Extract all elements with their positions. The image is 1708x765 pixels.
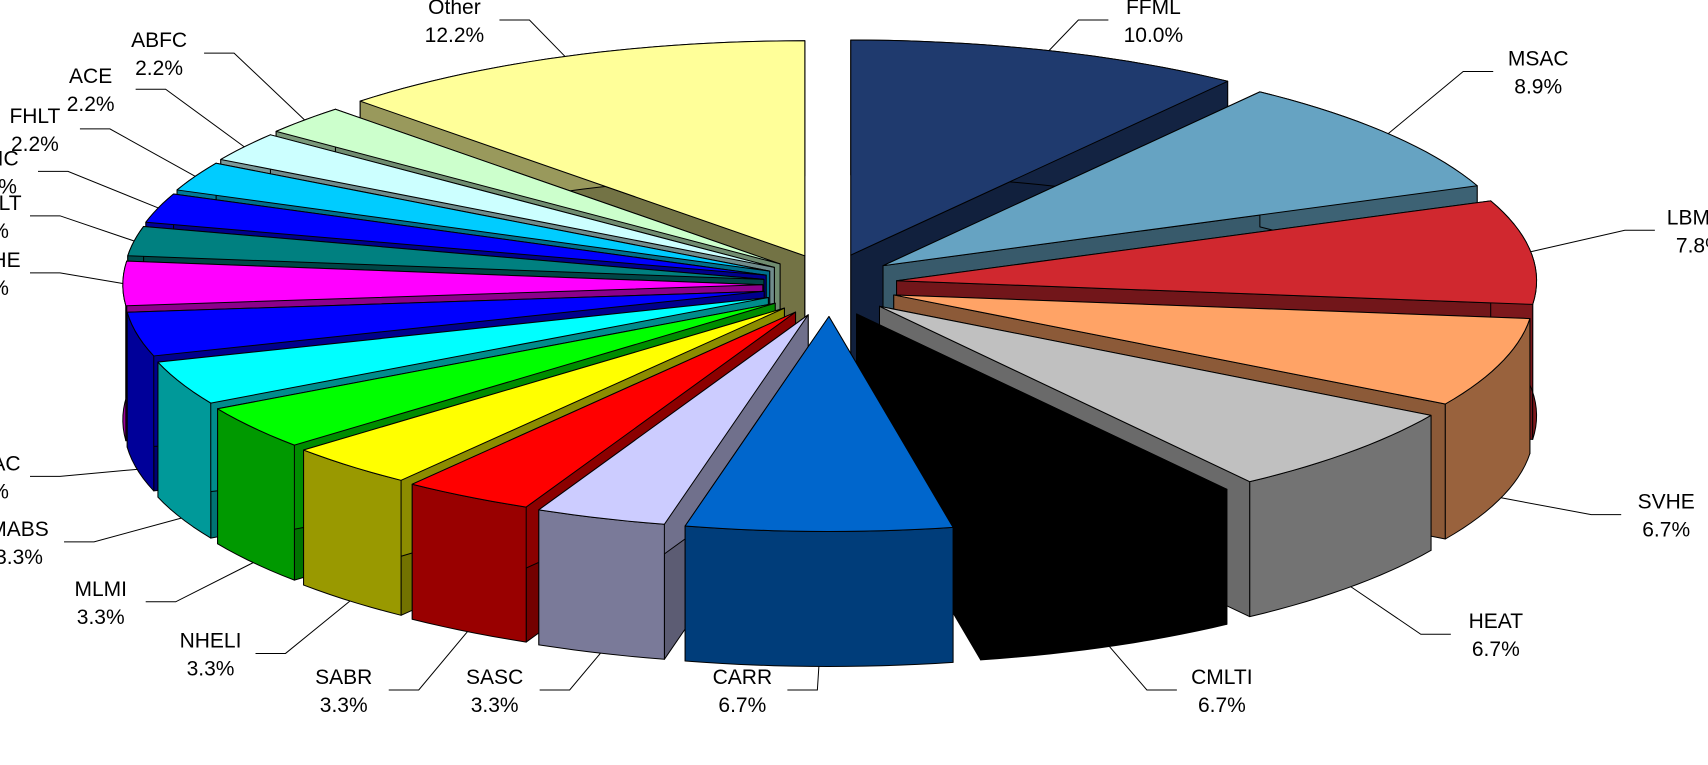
slice-percent-nheli: 3.3% [187,657,235,680]
leader-heat [1350,586,1451,635]
slice-top-sabr [411,311,797,508]
leader-lbmlt [1530,229,1655,253]
slice-percent-carr: 6.7% [718,694,766,717]
leader-msac [1387,70,1494,135]
leader-nheli [255,600,351,654]
slice-top-heat [878,305,1432,483]
pie-slices [122,39,1538,667]
leader-mabs [64,517,182,543]
leader-sasc [539,652,601,691]
slice-top-lbmlt [896,200,1538,305]
leader-cmlti [1108,646,1177,691]
slice-top-carr [684,315,954,532]
slice-percent-fmic: 2.2% [0,175,17,198]
slice-name-sabr: SABR [315,666,372,689]
leader-oomlt [30,215,135,242]
slice-name-svhe: SVHE [1638,491,1695,514]
slice-top-ace [220,134,775,268]
slice-percent-sasc: 3.3% [471,694,519,717]
slice-percent-mabs: 3.3% [0,546,43,569]
slice-name-heat: HEAT [1469,610,1524,633]
slice-name-abshe: ABSHE [0,249,21,272]
leader-abfc [204,52,305,121]
slice-name-mabs: MABS [0,518,49,541]
slice-percent-ace: 2.2% [67,93,115,116]
slice-rim-sabr [411,483,527,643]
slice-name-cmlti: CMLTI [1191,666,1252,689]
slice-top-abshe [122,260,764,307]
slice-percent-cmlti: 6.7% [1198,694,1246,717]
slice-name-lbmlt: LBMLT [1667,206,1708,229]
slice-top-mlmi [217,302,776,446]
slice-carr [684,315,954,667]
slice-name-abfc: ABFC [131,29,187,52]
slice-percent-other: 12.2% [425,24,485,47]
slice-top-mabs [157,297,769,404]
slice-name-mlmi: MLMI [74,578,127,601]
slice-percent-svhe: 6.7% [1642,519,1690,542]
slice-top-sasc [538,314,809,525]
slice-name-nheli: NHELI [180,629,242,652]
slice-top-nheli [303,307,785,481]
leader-sabr [388,631,468,691]
slice-name-jpmac: JPMAC [0,452,21,475]
slice-name-sasc: SASC [466,666,523,689]
slice-labels: FFML 10.0% MSAC 8.9% LBMLT 7.8% SVHE 6.7% HEAT 6.… [0,0,1708,717]
slice-percent-heat: 6.7% [1472,638,1520,661]
slice-top-jpmac [126,290,765,357]
leader-carr [787,666,820,691]
slice-top-ffml [850,39,1229,256]
leader-other [499,19,566,57]
leader-mlmi [145,562,254,603]
slice-top-msac [882,91,1478,267]
slice-name-fhlt: FHLT [9,105,60,128]
leader-abshe [30,272,123,284]
slice-percent-lbmlt: 7.8% [1676,234,1708,257]
slice-percent-ffml: 10.0% [1124,24,1184,47]
slice-percent-abfc: 2.2% [135,57,183,80]
slice-name-msac: MSAC [1508,47,1569,70]
leader-ace [135,88,245,148]
slice-percent-msac: 8.9% [1514,75,1562,98]
slice-top-svhe [893,294,1531,405]
leader-fmic [38,170,159,209]
slice-percent-sabr: 3.3% [320,694,368,717]
slice-name-oomlt: OOMLT [0,192,22,215]
leader-jpmac [30,468,138,477]
leader-lines [30,19,1655,691]
slice-name-other: Other [428,0,481,19]
slice-name-fmic: FMIC [0,147,19,170]
slice-top-oomlt [127,225,765,280]
slice-rim-sasc [538,509,665,660]
slice-percent-abshe: 3.3% [0,277,9,300]
slice-percent-mlmi: 3.3% [77,606,125,629]
leader-ffml [1048,19,1109,51]
slice-percent-fhlt: 2.2% [11,133,59,156]
leader-svhe [1500,497,1622,516]
slice-percent-oomlt: 2.2% [0,220,9,243]
slice-name-carr: CARR [713,666,773,689]
slice-name-ace: ACE [69,65,112,88]
slice-name-ffml: FFML [1126,0,1181,19]
slice-percent-jpmac: 3.3% [0,480,9,503]
slice-top-cmlti [856,313,1228,526]
slice-rim-carr [684,525,954,667]
leader-fhlt [79,128,196,177]
